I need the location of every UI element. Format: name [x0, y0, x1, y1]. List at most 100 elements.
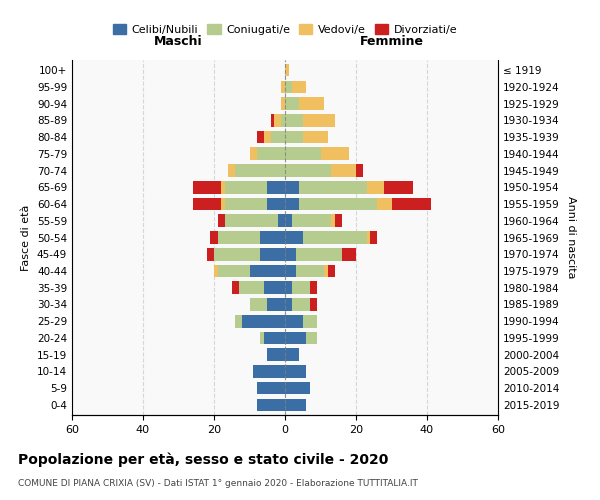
Bar	[299, 181, 367, 194]
Bar	[342, 248, 356, 260]
Bar	[264, 282, 285, 294]
Bar	[224, 214, 278, 227]
Text: COMUNE DI PIANA CRIXIA (SV) - Dati ISTAT 1° gennaio 2020 - Elaborazione TUTTITAL: COMUNE DI PIANA CRIXIA (SV) - Dati ISTAT…	[18, 479, 418, 488]
Bar	[285, 315, 303, 328]
Bar	[285, 348, 299, 361]
Bar	[303, 231, 367, 244]
Bar	[299, 98, 324, 110]
Bar	[328, 264, 335, 278]
Bar	[211, 231, 218, 244]
Bar	[260, 231, 285, 244]
Bar	[224, 198, 267, 210]
Bar	[214, 264, 218, 278]
Bar	[235, 164, 285, 177]
Bar	[324, 264, 328, 278]
Bar	[232, 282, 239, 294]
Bar	[257, 398, 285, 411]
Bar	[221, 198, 224, 210]
Bar	[292, 282, 310, 294]
Bar	[250, 264, 285, 278]
Bar	[307, 332, 317, 344]
Text: Popolazione per età, sesso e stato civile - 2020: Popolazione per età, sesso e stato civil…	[18, 452, 388, 467]
Bar	[303, 114, 335, 126]
Bar	[267, 348, 285, 361]
Bar	[296, 264, 324, 278]
Bar	[285, 181, 299, 194]
Bar	[218, 231, 260, 244]
Bar	[239, 282, 264, 294]
Bar	[285, 398, 307, 411]
Bar	[285, 114, 303, 126]
Bar	[214, 248, 260, 260]
Bar	[242, 315, 285, 328]
Bar	[392, 198, 431, 210]
Bar	[370, 231, 377, 244]
Bar	[257, 148, 285, 160]
Bar	[320, 148, 349, 160]
Bar	[310, 282, 317, 294]
Bar	[292, 298, 310, 311]
Bar	[250, 148, 257, 160]
Bar	[367, 231, 370, 244]
Bar	[367, 181, 385, 194]
Y-axis label: Anni di nascita: Anni di nascita	[566, 196, 576, 279]
Bar	[271, 130, 285, 143]
Bar	[264, 332, 285, 344]
Bar	[218, 264, 250, 278]
Bar	[228, 164, 235, 177]
Bar	[285, 264, 296, 278]
Bar	[331, 214, 335, 227]
Bar	[257, 130, 264, 143]
Bar	[281, 98, 285, 110]
Bar	[218, 214, 224, 227]
Bar	[285, 130, 303, 143]
Bar	[296, 248, 342, 260]
Bar	[281, 114, 285, 126]
Bar	[285, 282, 292, 294]
Bar	[267, 181, 285, 194]
Bar	[267, 298, 285, 311]
Bar	[221, 181, 224, 194]
Y-axis label: Fasce di età: Fasce di età	[22, 204, 31, 270]
Bar	[285, 148, 320, 160]
Bar	[285, 214, 292, 227]
Bar	[299, 198, 377, 210]
Bar	[264, 130, 271, 143]
Bar	[285, 198, 299, 210]
Bar	[253, 365, 285, 378]
Bar	[331, 164, 356, 177]
Text: Femmine: Femmine	[359, 36, 424, 49]
Bar	[292, 214, 331, 227]
Bar	[310, 298, 317, 311]
Bar	[285, 248, 296, 260]
Bar	[285, 64, 289, 76]
Bar	[285, 332, 307, 344]
Bar	[224, 181, 267, 194]
Bar	[235, 315, 242, 328]
Bar	[356, 164, 363, 177]
Bar	[267, 198, 285, 210]
Bar	[193, 181, 221, 194]
Bar	[285, 298, 292, 311]
Bar	[271, 114, 274, 126]
Bar	[385, 181, 413, 194]
Legend: Celibi/Nubili, Coniugati/e, Vedovi/e, Divorziati/e: Celibi/Nubili, Coniugati/e, Vedovi/e, Di…	[109, 20, 461, 39]
Bar	[285, 80, 292, 93]
Bar	[285, 98, 299, 110]
Bar	[260, 248, 285, 260]
Bar	[274, 114, 281, 126]
Bar	[250, 298, 267, 311]
Bar	[303, 130, 328, 143]
Bar	[260, 332, 264, 344]
Bar	[285, 365, 307, 378]
Bar	[278, 214, 285, 227]
Bar	[303, 315, 317, 328]
Bar	[285, 382, 310, 394]
Bar	[193, 198, 221, 210]
Bar	[207, 248, 214, 260]
Bar	[285, 164, 331, 177]
Bar	[292, 80, 307, 93]
Bar	[335, 214, 342, 227]
Bar	[285, 231, 303, 244]
Bar	[281, 80, 285, 93]
